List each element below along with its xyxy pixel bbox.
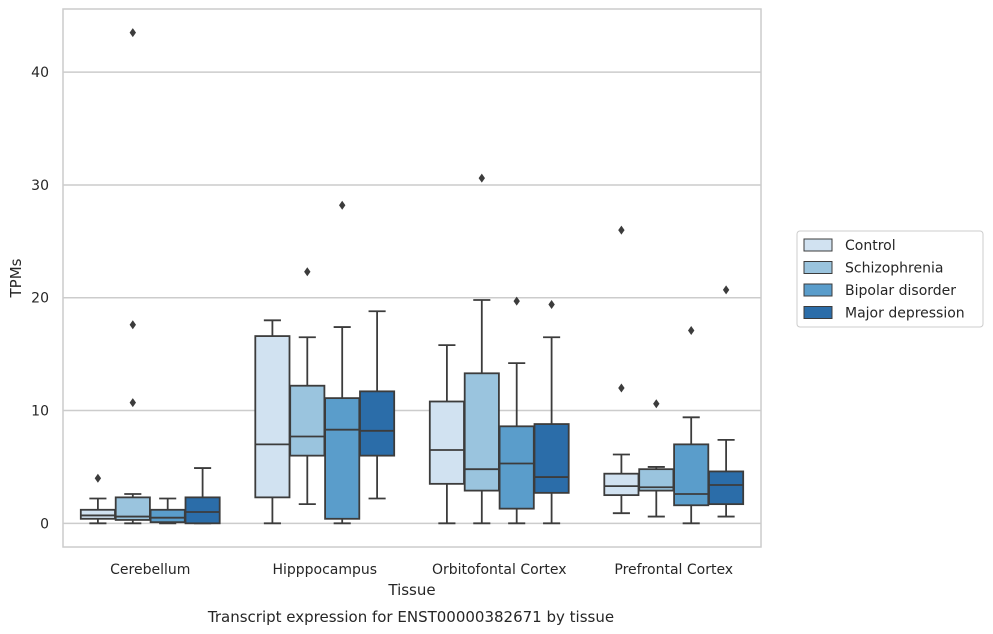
box-0-1	[114, 28, 151, 525]
x-axis-title: Tissue	[387, 581, 435, 599]
box-body	[289, 384, 326, 457]
outlier-point	[339, 200, 346, 210]
outlier-point	[688, 325, 695, 335]
box-3-0	[603, 225, 640, 515]
box-3-3	[708, 285, 745, 518]
chart-caption: Transcript expression for ENST0000038267…	[207, 608, 614, 626]
box-body	[149, 508, 186, 524]
box-1-3	[359, 310, 396, 500]
box-2-0	[428, 344, 465, 525]
box-body	[463, 372, 500, 492]
box-2-3	[533, 300, 570, 525]
y-tick-label: 10	[31, 404, 49, 420]
outlier-point	[722, 285, 730, 295]
y-tick-label: 40	[31, 65, 49, 81]
box-body	[708, 470, 745, 506]
outlier-point	[548, 300, 555, 310]
x-tick-label: Prefrontal Cortex	[614, 562, 733, 578]
outlier-point	[304, 267, 311, 277]
legend-swatch	[803, 238, 833, 252]
y-tick-label: 20	[31, 291, 49, 307]
legend-swatch	[803, 283, 833, 297]
box-body	[428, 400, 465, 485]
legend-frame	[796, 230, 984, 328]
box-0-2	[149, 497, 186, 525]
box-body	[533, 423, 570, 494]
box-2-2	[498, 296, 535, 525]
x-tick-label: Orbitofontal Cortex	[432, 562, 567, 578]
legend-label: Major depression	[845, 306, 965, 322]
outlier-point	[94, 473, 102, 483]
box-3-2	[673, 325, 710, 525]
legend-label: Bipolar disorder	[845, 283, 956, 299]
legend: Control Schizophrenia Bipolar disorder Majo…	[796, 230, 984, 328]
outlier-point	[129, 320, 136, 330]
legend-swatch	[803, 306, 833, 319]
y-axis-ticks: 0 10 20 30 40	[31, 65, 49, 532]
box-2-1	[463, 173, 500, 525]
legend-label: Schizophrenia	[845, 261, 943, 277]
box-body	[254, 335, 291, 499]
outlier-point	[618, 383, 625, 393]
x-axis-ticks: Cerebellum Hipppocampus Orbitofontal Corte…	[110, 562, 733, 578]
plot-frame	[62, 8, 762, 548]
box-body	[184, 496, 221, 525]
box-body	[673, 443, 710, 507]
outlier-point	[618, 225, 625, 235]
box-body	[114, 496, 151, 521]
box-body	[324, 397, 361, 520]
outlier-point	[129, 28, 136, 38]
box-0-3	[184, 467, 221, 525]
gridlines	[63, 71, 761, 525]
legend-swatch	[803, 261, 833, 274]
y-tick-label: 0	[40, 516, 49, 532]
x-tick-label: Cerebellum	[110, 562, 190, 578]
box-0-0	[79, 473, 116, 525]
box-1-0	[254, 319, 291, 525]
outlier-point	[129, 398, 136, 408]
box-body	[603, 472, 640, 497]
y-axis-title: TPMs	[7, 258, 25, 298]
box-3-1	[638, 399, 675, 518]
legend-label: Control	[845, 238, 896, 254]
box-body	[359, 390, 396, 457]
outlier-point	[653, 399, 660, 409]
outlier-point	[478, 173, 485, 183]
box-1-1	[289, 267, 326, 506]
box-1-2	[324, 200, 361, 525]
box-body	[79, 508, 116, 520]
boxplot-area	[79, 28, 745, 525]
box-body	[498, 425, 535, 510]
y-tick-label: 30	[31, 178, 49, 194]
x-tick-label: Hipppocampus	[272, 562, 377, 578]
outlier-point	[513, 296, 520, 306]
